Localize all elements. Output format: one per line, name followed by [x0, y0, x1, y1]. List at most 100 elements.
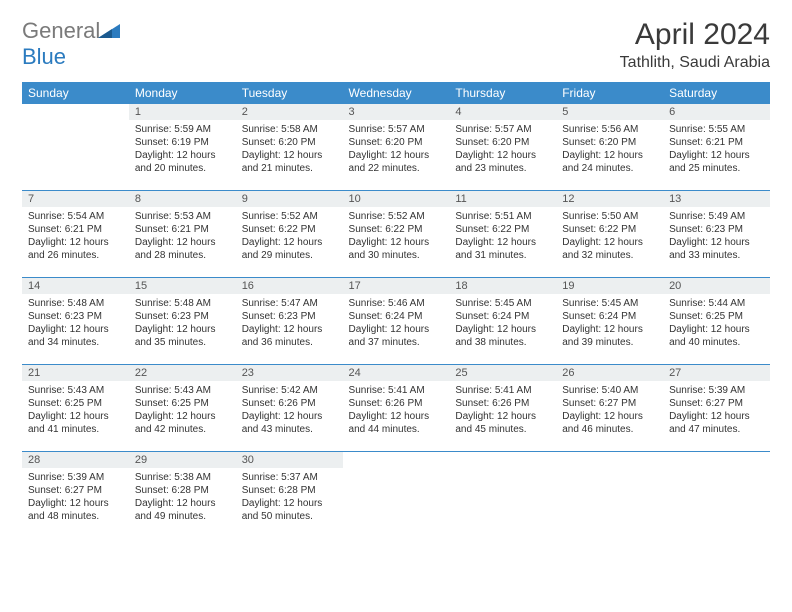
- day-number: 22: [129, 365, 236, 381]
- day-content: Sunrise: 5:44 AMSunset: 6:25 PMDaylight:…: [663, 294, 770, 353]
- calendar-day-cell: 21Sunrise: 5:43 AMSunset: 6:25 PMDayligh…: [22, 365, 129, 452]
- sunrise-line: Sunrise: 5:48 AM: [28, 298, 104, 309]
- day-content: Sunrise: 5:45 AMSunset: 6:24 PMDaylight:…: [556, 294, 663, 353]
- calendar-header-row: SundayMondayTuesdayWednesdayThursdayFrid…: [22, 82, 770, 104]
- day-number: 15: [129, 278, 236, 294]
- day-content: Sunrise: 5:42 AMSunset: 6:26 PMDaylight:…: [236, 381, 343, 440]
- calendar-day-cell: 5Sunrise: 5:56 AMSunset: 6:20 PMDaylight…: [556, 104, 663, 191]
- day-number: 16: [236, 278, 343, 294]
- calendar-day-cell: 11Sunrise: 5:51 AMSunset: 6:22 PMDayligh…: [449, 191, 556, 278]
- sunset-line: Sunset: 6:28 PM: [242, 485, 316, 496]
- calendar-day-cell: 8Sunrise: 5:53 AMSunset: 6:21 PMDaylight…: [129, 191, 236, 278]
- calendar-day-cell: 7Sunrise: 5:54 AMSunset: 6:21 PMDaylight…: [22, 191, 129, 278]
- day-content: Sunrise: 5:43 AMSunset: 6:25 PMDaylight:…: [22, 381, 129, 440]
- daylight-line: Daylight: 12 hours and 25 minutes.: [669, 150, 750, 174]
- calendar-day-cell: 27Sunrise: 5:39 AMSunset: 6:27 PMDayligh…: [663, 365, 770, 452]
- daylight-line: Daylight: 12 hours and 32 minutes.: [562, 237, 643, 261]
- sunrise-line: Sunrise: 5:47 AM: [242, 298, 318, 309]
- day-number: 28: [22, 452, 129, 468]
- day-number: 18: [449, 278, 556, 294]
- day-content: Sunrise: 5:47 AMSunset: 6:23 PMDaylight:…: [236, 294, 343, 353]
- daylight-line: Daylight: 12 hours and 24 minutes.: [562, 150, 643, 174]
- calendar-day-cell: 1Sunrise: 5:59 AMSunset: 6:19 PMDaylight…: [129, 104, 236, 191]
- sunset-line: Sunset: 6:20 PM: [562, 137, 636, 148]
- sunrise-line: Sunrise: 5:58 AM: [242, 124, 318, 135]
- day-content: Sunrise: 5:59 AMSunset: 6:19 PMDaylight:…: [129, 120, 236, 179]
- sunrise-line: Sunrise: 5:46 AM: [349, 298, 425, 309]
- day-number: 1: [129, 104, 236, 120]
- daylight-line: Daylight: 12 hours and 49 minutes.: [135, 498, 216, 522]
- sunrise-line: Sunrise: 5:37 AM: [242, 472, 318, 483]
- day-number: 17: [343, 278, 450, 294]
- day-content: Sunrise: 5:46 AMSunset: 6:24 PMDaylight:…: [343, 294, 450, 353]
- daylight-line: Daylight: 12 hours and 41 minutes.: [28, 411, 109, 435]
- weekday-header: Saturday: [663, 82, 770, 104]
- sunset-line: Sunset: 6:20 PM: [349, 137, 423, 148]
- sunset-line: Sunset: 6:25 PM: [135, 398, 209, 409]
- sunrise-line: Sunrise: 5:43 AM: [28, 385, 104, 396]
- day-content: Sunrise: 5:39 AMSunset: 6:27 PMDaylight:…: [663, 381, 770, 440]
- calendar-day-cell: 20Sunrise: 5:44 AMSunset: 6:25 PMDayligh…: [663, 278, 770, 365]
- calendar-day-cell: 14Sunrise: 5:48 AMSunset: 6:23 PMDayligh…: [22, 278, 129, 365]
- daylight-line: Daylight: 12 hours and 33 minutes.: [669, 237, 750, 261]
- day-number: 30: [236, 452, 343, 468]
- logo-text-general: General: [22, 18, 100, 43]
- sunset-line: Sunset: 6:21 PM: [135, 224, 209, 235]
- logo-text-blue: Blue: [22, 44, 66, 69]
- day-content: Sunrise: 5:55 AM Sunset: 6:21 PM Daylight:…: [663, 120, 770, 179]
- sunset-line: Sunset: 6:22 PM: [562, 224, 636, 235]
- day-content: Sunrise: 5:53 AMSunset: 6:21 PMDaylight:…: [129, 207, 236, 266]
- day-number: 6: [663, 104, 770, 120]
- day-content: Sunrise: 5:49 AMSunset: 6:23 PMDaylight:…: [663, 207, 770, 266]
- daylight-line: Daylight: 12 hours and 50 minutes.: [242, 498, 323, 522]
- sunset-line: Sunset: 6:23 PM: [242, 311, 316, 322]
- sunrise-line: Sunrise: 5:52 AM: [349, 211, 425, 222]
- sunrise-line: Sunrise: 5:41 AM: [349, 385, 425, 396]
- day-content: Sunrise: 5:37 AM Sunset: 6:28 PM Daylight:…: [236, 468, 343, 527]
- daylight-line: Daylight: 12 hours and 22 minutes.: [349, 150, 430, 174]
- calendar-day-cell: 22Sunrise: 5:43 AMSunset: 6:25 PMDayligh…: [129, 365, 236, 452]
- calendar-page: GeneralBlue April 2024 Tathlith, Saudi A…: [0, 0, 792, 556]
- sunset-line: Sunset: 6:22 PM: [242, 224, 316, 235]
- calendar-week-row: 1Sunrise: 5:59 AMSunset: 6:19 PMDaylight…: [22, 104, 770, 191]
- daylight-line: Daylight: 12 hours and 35 minutes.: [135, 324, 216, 348]
- sunset-line: Sunset: 6:23 PM: [28, 311, 102, 322]
- calendar-day-cell: 6 Sunrise: 5:55 AM Sunset: 6:21 PM Daylight…: [663, 104, 770, 191]
- day-number: 27: [663, 365, 770, 381]
- daylight-line: Daylight: 12 hours and 34 minutes.: [28, 324, 109, 348]
- daylight-line: Daylight: 12 hours and 45 minutes.: [455, 411, 536, 435]
- day-number: 11: [449, 191, 556, 207]
- sunset-line: Sunset: 6:21 PM: [669, 137, 743, 148]
- sunrise-line: Sunrise: 5:40 AM: [562, 385, 638, 396]
- sunset-line: Sunset: 6:27 PM: [562, 398, 636, 409]
- sunset-line: Sunset: 6:24 PM: [349, 311, 423, 322]
- weekday-header: Wednesday: [343, 82, 450, 104]
- daylight-line: Daylight: 12 hours and 29 minutes.: [242, 237, 323, 261]
- weekday-header: Thursday: [449, 82, 556, 104]
- daylight-line: Daylight: 12 hours and 21 minutes.: [242, 150, 323, 174]
- sunrise-line: Sunrise: 5:39 AM: [28, 472, 104, 483]
- sunset-line: Sunset: 6:25 PM: [669, 311, 743, 322]
- calendar-empty-cell: [343, 452, 450, 539]
- sunrise-line: Sunrise: 5:55 AM: [669, 124, 745, 135]
- day-number: 4: [449, 104, 556, 120]
- calendar-day-cell: 18Sunrise: 5:45 AMSunset: 6:24 PMDayligh…: [449, 278, 556, 365]
- day-content: Sunrise: 5:48 AM Sunset: 6:23 PM Daylight:…: [22, 294, 129, 353]
- calendar-day-cell: 17Sunrise: 5:46 AMSunset: 6:24 PMDayligh…: [343, 278, 450, 365]
- daylight-line: Daylight: 12 hours and 39 minutes.: [562, 324, 643, 348]
- daylight-line: Daylight: 12 hours and 42 minutes.: [135, 411, 216, 435]
- sunrise-line: Sunrise: 5:56 AM: [562, 124, 638, 135]
- daylight-line: Daylight: 12 hours and 47 minutes.: [669, 411, 750, 435]
- day-content: Sunrise: 5:41 AMSunset: 6:26 PMDaylight:…: [343, 381, 450, 440]
- calendar-day-cell: 13Sunrise: 5:49 AMSunset: 6:23 PMDayligh…: [663, 191, 770, 278]
- day-number: 8: [129, 191, 236, 207]
- day-content: Sunrise: 5:56 AM Sunset: 6:20 PM Daylight:…: [556, 120, 663, 179]
- day-number: 12: [556, 191, 663, 207]
- sunrise-line: Sunrise: 5:41 AM: [455, 385, 531, 396]
- calendar-day-cell: 26Sunrise: 5:40 AMSunset: 6:27 PMDayligh…: [556, 365, 663, 452]
- day-content: Sunrise: 5:50 AMSunset: 6:22 PMDaylight:…: [556, 207, 663, 266]
- location-label: Tathlith, Saudi Arabia: [620, 54, 770, 72]
- calendar-day-cell: 4Sunrise: 5:57 AMSunset: 6:20 PMDaylight…: [449, 104, 556, 191]
- logo-triangle-icon: [98, 18, 120, 32]
- daylight-line: Daylight: 12 hours and 40 minutes.: [669, 324, 750, 348]
